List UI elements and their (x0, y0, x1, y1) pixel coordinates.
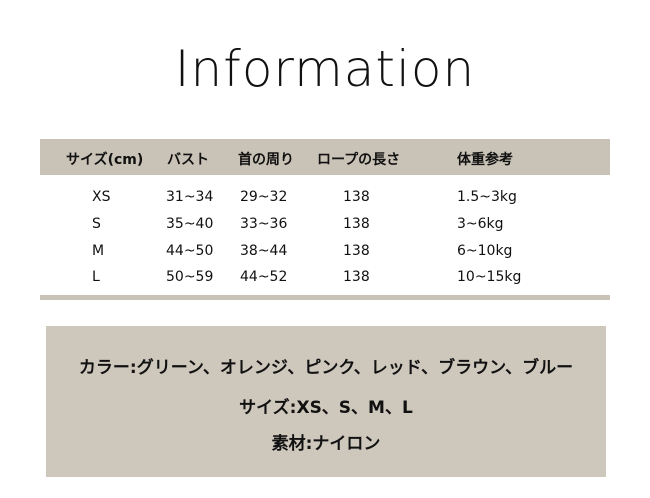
cell-neck: 29~32 (240, 189, 288, 205)
header-weight: 体重参考 (457, 152, 513, 168)
cell-weight: 6~10kg (457, 243, 513, 259)
cell-neck: 38~44 (240, 243, 288, 259)
cell-weight: 10~15kg (457, 269, 522, 285)
cell-neck: 33~36 (240, 216, 288, 232)
cell-bust: 31~34 (166, 189, 214, 205)
cell-rope: 138 (343, 243, 370, 259)
cell-neck: 44~52 (240, 269, 288, 285)
cell-rope: 138 (343, 216, 370, 232)
cell-size: XS (92, 189, 111, 205)
cell-size: S (92, 216, 101, 232)
cell-rope: 138 (343, 269, 370, 285)
table-header-bar (40, 139, 610, 175)
info-material: 素材:ナイロン (271, 434, 381, 454)
header-neck: 首の周り (238, 152, 294, 168)
info-box: カラー:グリーン、オレンジ、ピンク、レッド、ブラウン、ブルー サイズ:XS、S、… (46, 326, 606, 477)
header-size: サイズ(cm) (66, 152, 144, 168)
cell-bust: 35~40 (166, 216, 214, 232)
header-rope-length: ロープの長さ (317, 152, 401, 168)
cell-bust: 50~59 (166, 269, 214, 285)
cell-rope: 138 (343, 189, 370, 205)
table-bottom-divider (40, 295, 610, 300)
cell-weight: 3~6kg (457, 216, 504, 232)
cell-size: L (92, 269, 100, 285)
info-sizes: サイズ:XS、S、M、L (239, 398, 413, 418)
cell-bust: 44~50 (166, 243, 214, 259)
info-colors: カラー:グリーン、オレンジ、ピンク、レッド、ブラウン、ブルー (78, 358, 574, 378)
cell-size: M (92, 243, 105, 259)
header-bust: バスト (167, 152, 209, 168)
cell-weight: 1.5~3kg (457, 189, 517, 205)
page-title: Information (174, 40, 476, 98)
